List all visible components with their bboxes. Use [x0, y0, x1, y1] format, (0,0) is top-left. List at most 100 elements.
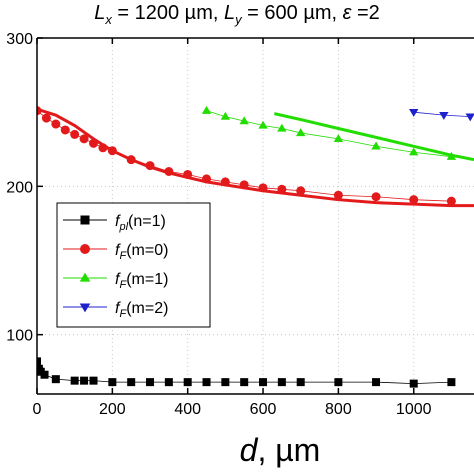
legend-subscript-n=1: pl: [118, 221, 128, 233]
legend-marker-n=1: [80, 215, 90, 225]
fit-curve-m=1: [274, 112, 474, 162]
data-point-m=0-19: [333, 190, 343, 200]
data-point-m=0-10: [145, 161, 155, 171]
legend-marker-m=2: [79, 303, 91, 313]
data-point-m=0-13: [202, 174, 212, 184]
data-point-m=0-5: [79, 134, 89, 144]
data-point-m=2-2: [465, 113, 474, 122]
fit-curve-m=0: [37, 107, 474, 208]
data-point-n=1-8: [108, 378, 117, 387]
data-point-n=1-3: [40, 370, 49, 379]
x-tick-label-1: 200: [99, 401, 126, 418]
x-tick-label-0: 0: [33, 401, 42, 418]
data-point-m=1-6: [333, 134, 344, 143]
data-point-m=0-20: [371, 192, 381, 202]
y-tick-label-0: 100: [6, 328, 33, 345]
title-symbol-2: ε: [342, 2, 352, 24]
x-tick-label-5: 1000: [396, 401, 432, 418]
data-point-n=1-13: [202, 378, 211, 387]
data-layer: [37, 105, 474, 388]
data-point-n=1-15: [240, 378, 249, 387]
data-point-n=1-21: [409, 379, 418, 388]
data-point-n=1-17: [277, 378, 286, 387]
legend-subscript-m=0: F: [119, 250, 127, 262]
x-tick-label-3: 600: [250, 401, 277, 418]
data-point-m=1-0: [201, 105, 212, 114]
legend-subscript-m=1: F: [119, 279, 127, 291]
data-point-n=1-10: [146, 378, 155, 387]
legend-rest-m=1: (m=1): [126, 271, 168, 288]
title-subscript-0: x: [105, 12, 112, 27]
title-text-0: = 1200 µm,: [111, 2, 224, 24]
data-point-n=1-9: [127, 378, 136, 387]
x-axis-label: d, µm: [0, 432, 474, 469]
data-point-n=1-5: [70, 376, 79, 385]
data-point-n=1-12: [183, 378, 192, 387]
data-point-n=1-4: [51, 375, 60, 384]
data-point-m=0-1: [41, 113, 51, 123]
data-point-n=1-6: [80, 376, 89, 385]
data-point-m=0-17: [277, 184, 287, 194]
data-point-m=1-9: [446, 151, 457, 160]
data-point-m=0-15: [239, 180, 249, 190]
data-point-m=0-9: [126, 155, 136, 165]
legend-marker-m=1: [79, 272, 91, 282]
title-symbol-0: L: [94, 2, 106, 24]
data-point-m=1-2: [239, 116, 249, 125]
data-point-m=0-4: [70, 129, 80, 139]
legend-symbol-n=1: f: [115, 213, 121, 230]
data-point-n=1-0: [37, 357, 41, 366]
x-axis-label-unit: , µm: [257, 432, 321, 468]
data-point-n=1-22: [447, 378, 456, 387]
data-point-m=0-7: [98, 143, 108, 153]
data-point-m=1-4: [277, 123, 287, 132]
data-point-m=0-12: [183, 169, 193, 179]
x-tick-label-2: 400: [174, 401, 201, 418]
data-point-m=2-0: [409, 109, 419, 117]
data-point-m=0-8: [107, 146, 117, 156]
title-text-1: = 600 µm,: [241, 2, 343, 24]
data-point-m=1-3: [258, 120, 268, 129]
x-tick-label-4: 800: [325, 401, 352, 418]
data-point-n=1-18: [296, 378, 305, 387]
legend-rest-n=1: (n=1): [128, 213, 166, 230]
legend-rest-m=2: (m=2): [126, 300, 168, 317]
title-subscript-1: y: [235, 12, 242, 27]
data-point-n=1-11: [164, 378, 173, 387]
data-point-m=0-2: [51, 119, 61, 129]
legend-symbol-m=2: f: [115, 300, 121, 317]
data-point-n=1-20: [372, 378, 381, 387]
y-tick-label-2: 300: [6, 31, 33, 48]
legend-label-m=1: fF(m=1): [115, 271, 168, 291]
chart-title: Lx = 1200 µm, Ly = 600 µm, ε =2: [0, 2, 474, 27]
legend-rest-m=0: (m=0): [126, 242, 168, 259]
x-axis-label-symbol: d: [239, 432, 258, 468]
series-line-m=1: [206, 110, 452, 158]
legend-symbol-m=0: f: [115, 242, 121, 259]
legend-label-m=0: fF(m=0): [115, 242, 168, 262]
legend: fpl(n=1)fF(m=0)fF(m=1)fF(m=2): [56, 202, 211, 328]
title-text-2: =2: [351, 2, 380, 24]
data-point-n=1-16: [259, 378, 268, 387]
legend-marker-m=0: [80, 244, 90, 254]
data-point-n=1-19: [334, 378, 343, 387]
legend-subscript-m=2: F: [119, 308, 127, 320]
data-point-m=0-6: [89, 138, 99, 148]
legend-label-m=2: fF(m=2): [115, 300, 168, 320]
data-point-m=1-7: [371, 141, 381, 150]
title-symbol-1: L: [223, 2, 236, 24]
data-point-m=0-0: [37, 106, 42, 116]
data-point-m=2-1: [439, 111, 449, 120]
legend-symbol-m=1: f: [115, 271, 121, 288]
data-point-m=0-21: [409, 195, 419, 205]
data-point-m=1-1: [220, 111, 231, 120]
data-point-m=0-14: [220, 177, 230, 187]
data-point-m=0-3: [60, 125, 70, 135]
data-point-n=1-14: [221, 378, 230, 387]
data-point-m=1-5: [296, 128, 306, 137]
data-point-m=0-11: [164, 167, 174, 176]
y-tick-label-1: 200: [6, 179, 33, 196]
data-point-m=0-18: [296, 186, 306, 196]
